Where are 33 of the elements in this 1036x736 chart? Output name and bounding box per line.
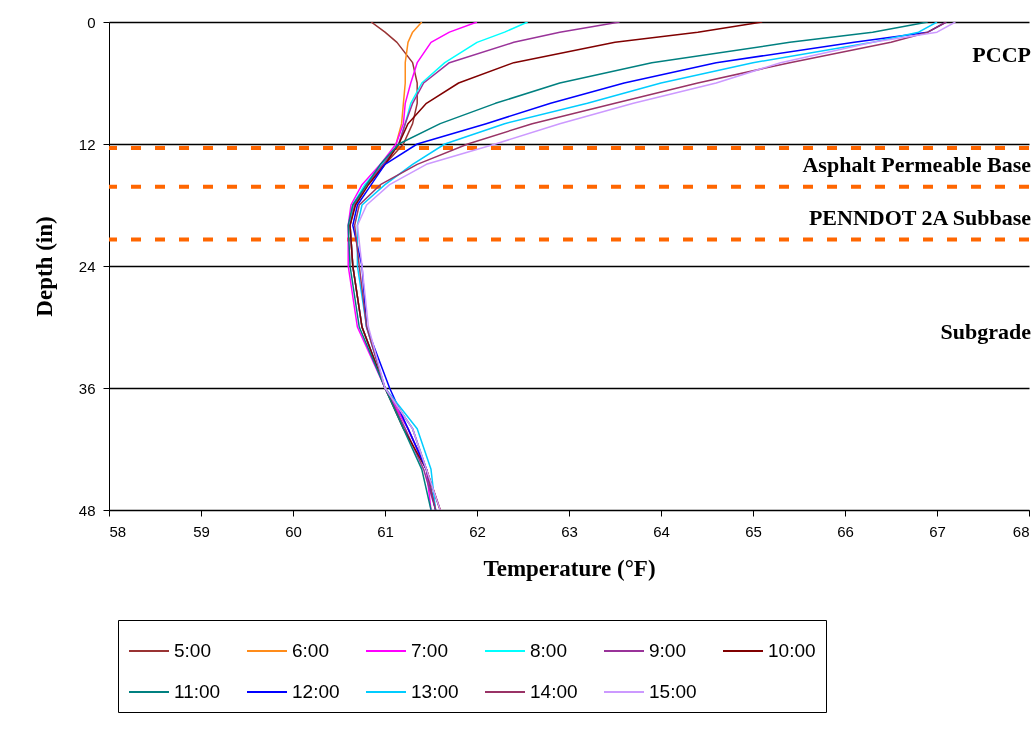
legend-label: 7:00: [411, 640, 448, 661]
x-axis-title: Temperature (°F): [483, 555, 656, 581]
legend-label: 14:00: [530, 681, 578, 702]
y-tick-label: 36: [78, 379, 96, 397]
annotation: PCCP: [972, 42, 1031, 67]
y-axis-title: Depth (in): [31, 216, 57, 317]
y-tick-label: 12: [78, 135, 96, 153]
legend-label: 8:00: [530, 640, 567, 661]
legend-label: 12:00: [292, 681, 340, 702]
annotation: Asphalt Permeable Base: [802, 152, 1032, 177]
annotation: PENNDOT 2A Subbase: [808, 205, 1032, 230]
x-tick-label: 61: [377, 522, 394, 540]
x-tick-label: 63: [561, 522, 578, 540]
x-tick-label: 59: [193, 522, 210, 540]
legend-label: 10:00: [768, 640, 816, 661]
legend-label: 13:00: [411, 681, 459, 702]
legend-label: 6:00: [292, 640, 329, 661]
x-tick-label: 67: [929, 522, 946, 540]
legend-label: 5:00: [174, 640, 211, 661]
y-tick-label: 48: [78, 501, 96, 519]
x-tick-label: 60: [285, 522, 302, 540]
annotation: Subgrade: [940, 319, 1032, 344]
legend-label: 15:00: [649, 681, 697, 702]
y-tick-label: 24: [78, 257, 96, 275]
legend-label: 9:00: [649, 640, 686, 661]
legend-label: 11:00: [174, 681, 221, 702]
x-tick-label: 58: [109, 522, 127, 540]
y-tick-label: 0: [87, 13, 96, 31]
x-tick-label: 64: [653, 522, 670, 540]
x-tick-label: 65: [745, 522, 762, 540]
x-tick-label: 62: [469, 522, 486, 540]
x-tick-label: 68: [1012, 522, 1030, 540]
x-tick-label: 66: [837, 522, 854, 540]
